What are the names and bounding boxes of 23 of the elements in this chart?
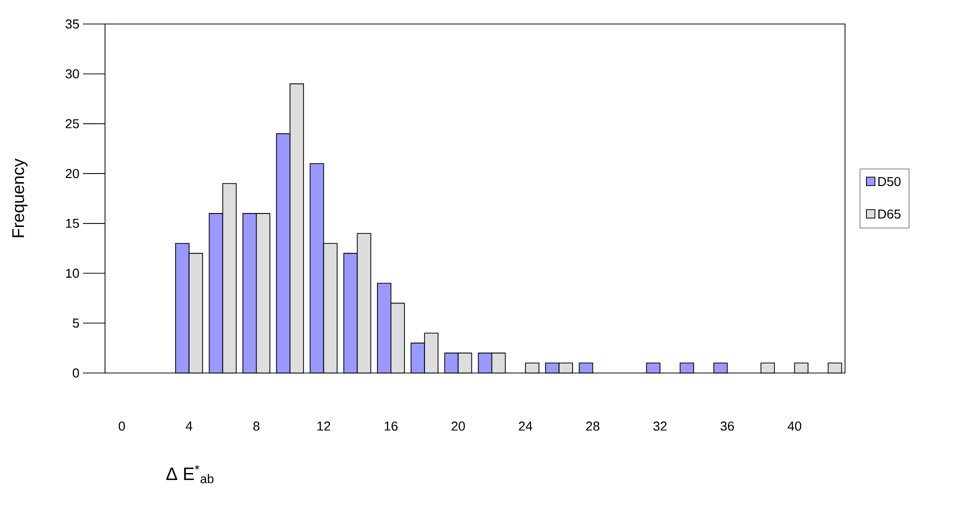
legend-label: D50 xyxy=(878,176,901,186)
y-tick-label: 0 xyxy=(72,368,79,378)
y-tick-label: 30 xyxy=(66,69,79,78)
y-tick-label: 5 xyxy=(72,318,79,328)
x-tick-label: 36 xyxy=(720,422,734,431)
x-tick-label: 24 xyxy=(518,422,532,431)
x-axis-title: Δ E$^{*}$ab xyxy=(166,465,214,484)
x-tick-label: 0 xyxy=(118,422,125,431)
y-axis-title: Frequency xyxy=(12,158,28,238)
x-tick-label: 12 xyxy=(317,422,330,431)
x-tick-label: 8 xyxy=(253,422,260,431)
x-tick-label: 4 xyxy=(186,422,192,430)
y-tick-label: 10 xyxy=(66,268,79,278)
y-tick-label: 35 xyxy=(66,19,79,29)
y-tick-label: 20 xyxy=(66,168,79,178)
y-tick-label: 25 xyxy=(66,119,79,128)
x-tick-label: 16 xyxy=(384,422,398,431)
legend-label: D65 xyxy=(878,209,901,219)
x-tick-label: 32 xyxy=(653,422,667,431)
x-tick-label: 20 xyxy=(452,422,465,431)
x-tick-label: 28 xyxy=(586,422,600,431)
x-tick-label: 40 xyxy=(788,422,802,431)
y-tick-label: 15 xyxy=(66,218,79,228)
